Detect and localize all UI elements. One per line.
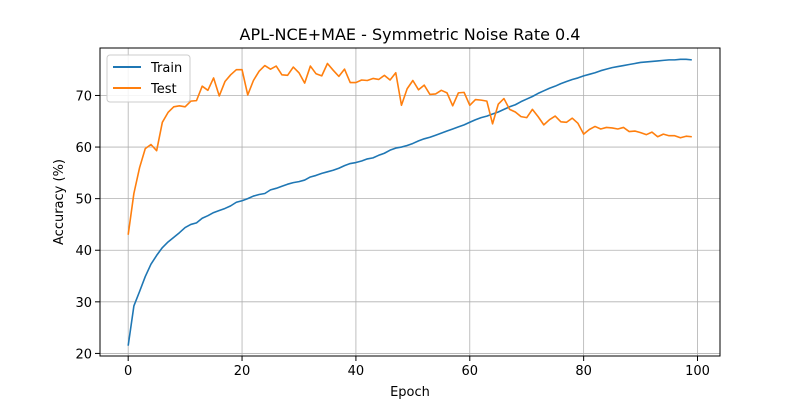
legend: Train Test	[106, 54, 191, 103]
x-tick-label: 20	[234, 364, 251, 379]
legend-label-test: Test	[150, 82, 177, 97]
y-axis-label: Accuracy (%)	[52, 159, 67, 245]
series-line-train	[127, 58, 692, 346]
y-axis: 20 30 40 50 60 70	[75, 89, 100, 362]
y-tick-label: 40	[75, 244, 92, 259]
x-tick-label: 100	[685, 364, 710, 379]
x-tick-label: 60	[462, 364, 479, 379]
legend-label-train: Train	[150, 61, 182, 76]
x-tick-label: 80	[575, 364, 592, 379]
series-line-test	[127, 62, 692, 235]
plot-frame	[99, 47, 721, 357]
x-axis-label: Epoch	[390, 385, 430, 400]
chart-title: APL-NCE+MAE - Symmetric Noise Rate 0.4	[240, 25, 581, 44]
gridlines	[100, 48, 720, 356]
y-tick-label: 20	[75, 347, 92, 362]
y-tick-label: 70	[75, 89, 92, 104]
x-axis: 0 20 40 60 80 100	[124, 356, 710, 379]
x-tick-label: 40	[348, 364, 365, 379]
y-tick-label: 60	[75, 141, 92, 156]
y-tick-label: 50	[75, 193, 92, 208]
y-tick-label: 30	[75, 296, 92, 311]
x-tick-label: 0	[124, 364, 132, 379]
series-lines	[127, 58, 692, 346]
